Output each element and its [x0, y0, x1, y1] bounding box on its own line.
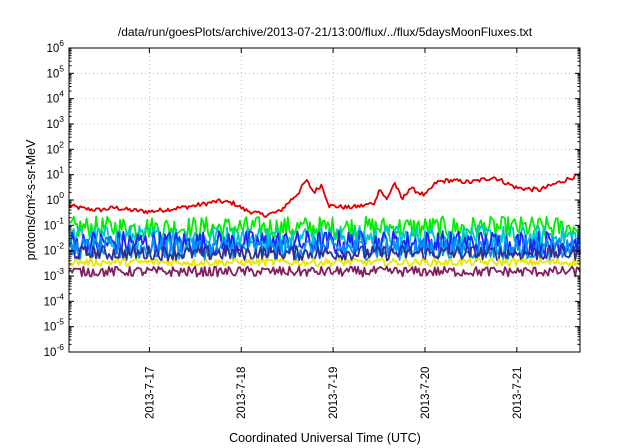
- series-line-0: [68, 172, 581, 219]
- series-line-5: [69, 244, 581, 262]
- x-axis-label: Coordinated Universal Time (UTC): [229, 431, 421, 445]
- y-tick-labels: 10-610-510-410-310-210-11001011021031041…: [44, 38, 65, 359]
- series-layer: [68, 172, 581, 278]
- ticks: [69, 47, 580, 353]
- y-axis-label: protons/cm²-s-sr-MeV: [24, 139, 38, 261]
- series-line-3: [68, 230, 581, 257]
- series-line-6: [68, 257, 581, 267]
- y-tick-exponent: 6: [59, 38, 64, 48]
- chart-title: /data/run/goesPlots/archive/2013-07-21/1…: [118, 25, 533, 39]
- y-tick-exponent: 5: [59, 63, 64, 73]
- y-tick-exponent: 1: [59, 165, 64, 175]
- x-tick-label: 2013-7-21: [512, 367, 524, 419]
- grid: [69, 48, 580, 352]
- series-line-7: [68, 265, 581, 278]
- y-tick-exponent: 2: [59, 139, 64, 149]
- y-tick-exponent: 4: [59, 89, 64, 99]
- y-tick-exponent: -3: [56, 266, 64, 276]
- y-tick-exponent: 3: [59, 114, 64, 124]
- x-tick-label: 2013-7-18: [236, 367, 248, 419]
- y-tick-exponent: -5: [56, 317, 64, 327]
- y-tick-exponent: -4: [56, 291, 64, 301]
- y-tick-exponent: -1: [56, 215, 64, 225]
- x-tick-label: 2013-7-19: [328, 367, 340, 419]
- x-tick-labels: 2013-7-17 2013-7-18 2013-7-19 2013-7-20 2013…: [144, 367, 523, 419]
- y-tick-exponent: -2: [56, 241, 64, 251]
- series-line-4: [68, 236, 581, 261]
- x-tick-label: 2013-7-20: [420, 367, 432, 419]
- y-tick-exponent: 0: [59, 190, 64, 200]
- x-tick-label: 2013-7-17: [144, 367, 156, 419]
- y-tick-exponent: -6: [56, 342, 64, 352]
